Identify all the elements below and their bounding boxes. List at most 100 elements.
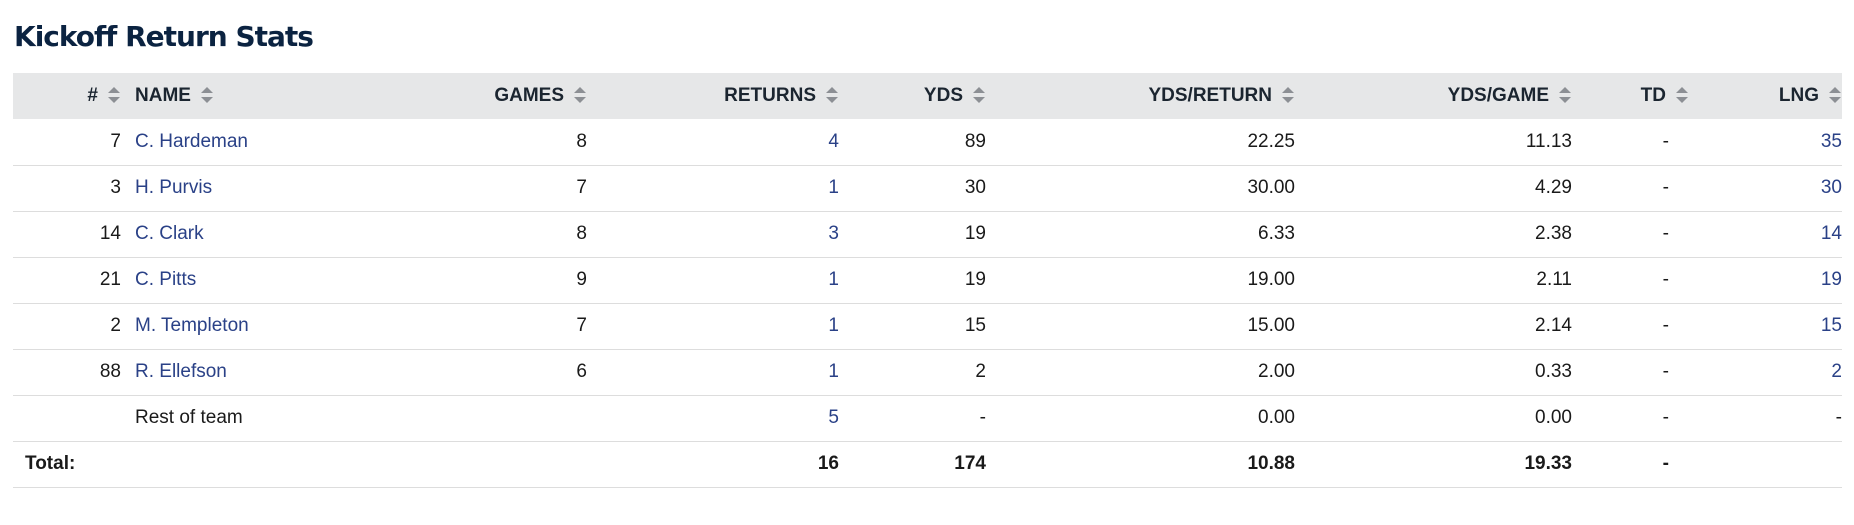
- lng-link[interactable]: 14: [1820, 223, 1842, 244]
- yds-value: 19: [964, 223, 986, 244]
- column-header-label: NAME: [135, 85, 191, 106]
- player-number: 3: [110, 177, 121, 198]
- sort-arrows-icon[interactable]: [200, 86, 214, 103]
- column-header-td[interactable]: TD: [1572, 73, 1689, 119]
- yds-value: -: [979, 407, 986, 428]
- table-row: 88 R. Ellefson 6 1 2 2.00 0.33 - 2: [13, 349, 1842, 395]
- column-header-returns[interactable]: RETURNS: [587, 73, 839, 119]
- stats-table: # NAME GAMES RETURNS YDS YDS/RETURN YDS/…: [13, 73, 1842, 488]
- games-value: 6: [576, 361, 587, 382]
- column-header-yds[interactable]: YDS: [839, 73, 986, 119]
- yds-per-game-value: 2.14: [1535, 315, 1572, 336]
- yds-per-return-value: 15.00: [1247, 315, 1295, 336]
- player-number: 7: [110, 130, 121, 152]
- games-value: 9: [576, 269, 587, 290]
- table-row: 2 M. Templeton 7 1 15 15.00 2.14 - 15: [13, 303, 1842, 349]
- sort-arrows-icon[interactable]: [1559, 86, 1572, 103]
- sort-arrows-icon[interactable]: [108, 86, 121, 103]
- player-name-link[interactable]: H. Purvis: [135, 177, 213, 198]
- sort-arrows-icon[interactable]: [826, 86, 839, 103]
- column-header-yds-per-return[interactable]: YDS/RETURN: [986, 73, 1295, 119]
- player-number: 88: [99, 361, 121, 382]
- yds-per-game-value: 0.00: [1535, 407, 1572, 428]
- sort-arrows-icon[interactable]: [973, 86, 986, 103]
- sort-arrows-icon[interactable]: [1282, 86, 1295, 103]
- column-header-label: GAMES: [494, 85, 564, 106]
- player-number: 2: [110, 315, 121, 336]
- td-value: -: [1662, 223, 1669, 244]
- yds-value: 30: [964, 177, 986, 198]
- returns-link[interactable]: 1: [828, 269, 839, 290]
- games-value: 7: [576, 177, 587, 198]
- games-value: [411, 395, 587, 441]
- yds-per-game-total: 19.33: [1524, 453, 1572, 474]
- table-header-row: # NAME GAMES RETURNS YDS YDS/RETURN YDS/…: [13, 73, 1842, 119]
- returns-link[interactable]: 5: [828, 407, 839, 428]
- yds-per-game-value: 4.29: [1535, 177, 1572, 198]
- games-value: 7: [576, 315, 587, 336]
- player-name-link[interactable]: R. Ellefson: [135, 361, 227, 382]
- column-header-name[interactable]: NAME: [121, 73, 411, 119]
- returns-link[interactable]: 4: [828, 130, 839, 152]
- column-header-label: #: [87, 85, 98, 106]
- table-row: 7 C. Hardeman 8 4 89 22.25 11.13 - 35: [13, 119, 1842, 165]
- returns-link[interactable]: 1: [828, 315, 839, 336]
- returns-link[interactable]: 1: [828, 177, 839, 198]
- column-header-yds-per-game[interactable]: YDS/GAME: [1295, 73, 1572, 119]
- sort-arrows-icon[interactable]: [574, 86, 587, 103]
- yds-per-game-value: 2.11: [1536, 269, 1572, 290]
- lng-link[interactable]: 35: [1820, 130, 1842, 152]
- returns-total: 16: [817, 453, 839, 474]
- td-total: -: [1662, 453, 1669, 474]
- player-name-link[interactable]: M. Templeton: [135, 315, 249, 336]
- totals-label: Total:: [25, 453, 76, 474]
- yds-per-game-value: 0.33: [1535, 361, 1572, 382]
- player-name-link[interactable]: C. Pitts: [135, 269, 197, 290]
- column-header-label: YDS/GAME: [1447, 85, 1549, 106]
- table-row: 3 H. Purvis 7 1 30 30.00 4.29 - 30: [13, 165, 1842, 211]
- player-name-link[interactable]: C. Hardeman: [135, 130, 248, 152]
- column-header-number[interactable]: #: [13, 73, 121, 119]
- player-number: 14: [99, 223, 121, 244]
- column-header-label: TD: [1640, 85, 1666, 106]
- column-header-label: RETURNS: [724, 85, 816, 106]
- returns-link[interactable]: 3: [828, 223, 839, 244]
- totals-row: Total: 16 174 10.88 19.33 -: [13, 441, 1842, 487]
- games-value: 8: [576, 223, 587, 244]
- yds-per-return-value: 2.00: [1258, 361, 1295, 382]
- sort-arrows-icon[interactable]: [1829, 86, 1842, 103]
- lng-total: [1689, 441, 1842, 487]
- lng-link[interactable]: 15: [1820, 315, 1842, 336]
- lng-value: -: [1835, 407, 1842, 428]
- player-name-link[interactable]: C. Clark: [135, 223, 204, 244]
- table-row: 14 C. Clark 8 3 19 6.33 2.38 - 14: [13, 211, 1842, 257]
- column-header-label: YDS/RETURN: [1148, 85, 1272, 106]
- table-body: 7 C. Hardeman 8 4 89 22.25 11.13 - 35 3 …: [13, 119, 1842, 441]
- yds-per-return-total: 10.88: [1247, 453, 1295, 474]
- lng-link[interactable]: 30: [1820, 177, 1842, 198]
- yds-per-return-value: 22.25: [1247, 130, 1295, 152]
- td-value: -: [1662, 130, 1669, 152]
- yds-value: 2: [975, 361, 986, 382]
- td-value: -: [1662, 407, 1669, 428]
- sort-arrows-icon[interactable]: [1676, 86, 1689, 103]
- column-header-lng[interactable]: LNG: [1689, 73, 1842, 119]
- player-number: [13, 395, 121, 441]
- yds-per-return-value: 0.00: [1258, 407, 1295, 428]
- td-value: -: [1662, 269, 1669, 290]
- td-value: -: [1662, 315, 1669, 336]
- games-total: [411, 441, 587, 487]
- yds-value: 19: [964, 269, 986, 290]
- lng-link[interactable]: 19: [1820, 269, 1842, 290]
- returns-link[interactable]: 1: [828, 361, 839, 382]
- column-header-games[interactable]: GAMES: [411, 73, 587, 119]
- yds-per-return-value: 30.00: [1247, 177, 1295, 198]
- rest-of-team-label: Rest of team: [135, 407, 243, 428]
- table-row: 21 C. Pitts 9 1 19 19.00 2.11 - 19: [13, 257, 1842, 303]
- lng-link[interactable]: 2: [1831, 361, 1842, 382]
- yds-value: 15: [964, 315, 986, 336]
- yds-value: 89: [964, 130, 986, 152]
- yds-per-return-value: 19.00: [1247, 269, 1295, 290]
- column-header-label: YDS: [923, 85, 963, 106]
